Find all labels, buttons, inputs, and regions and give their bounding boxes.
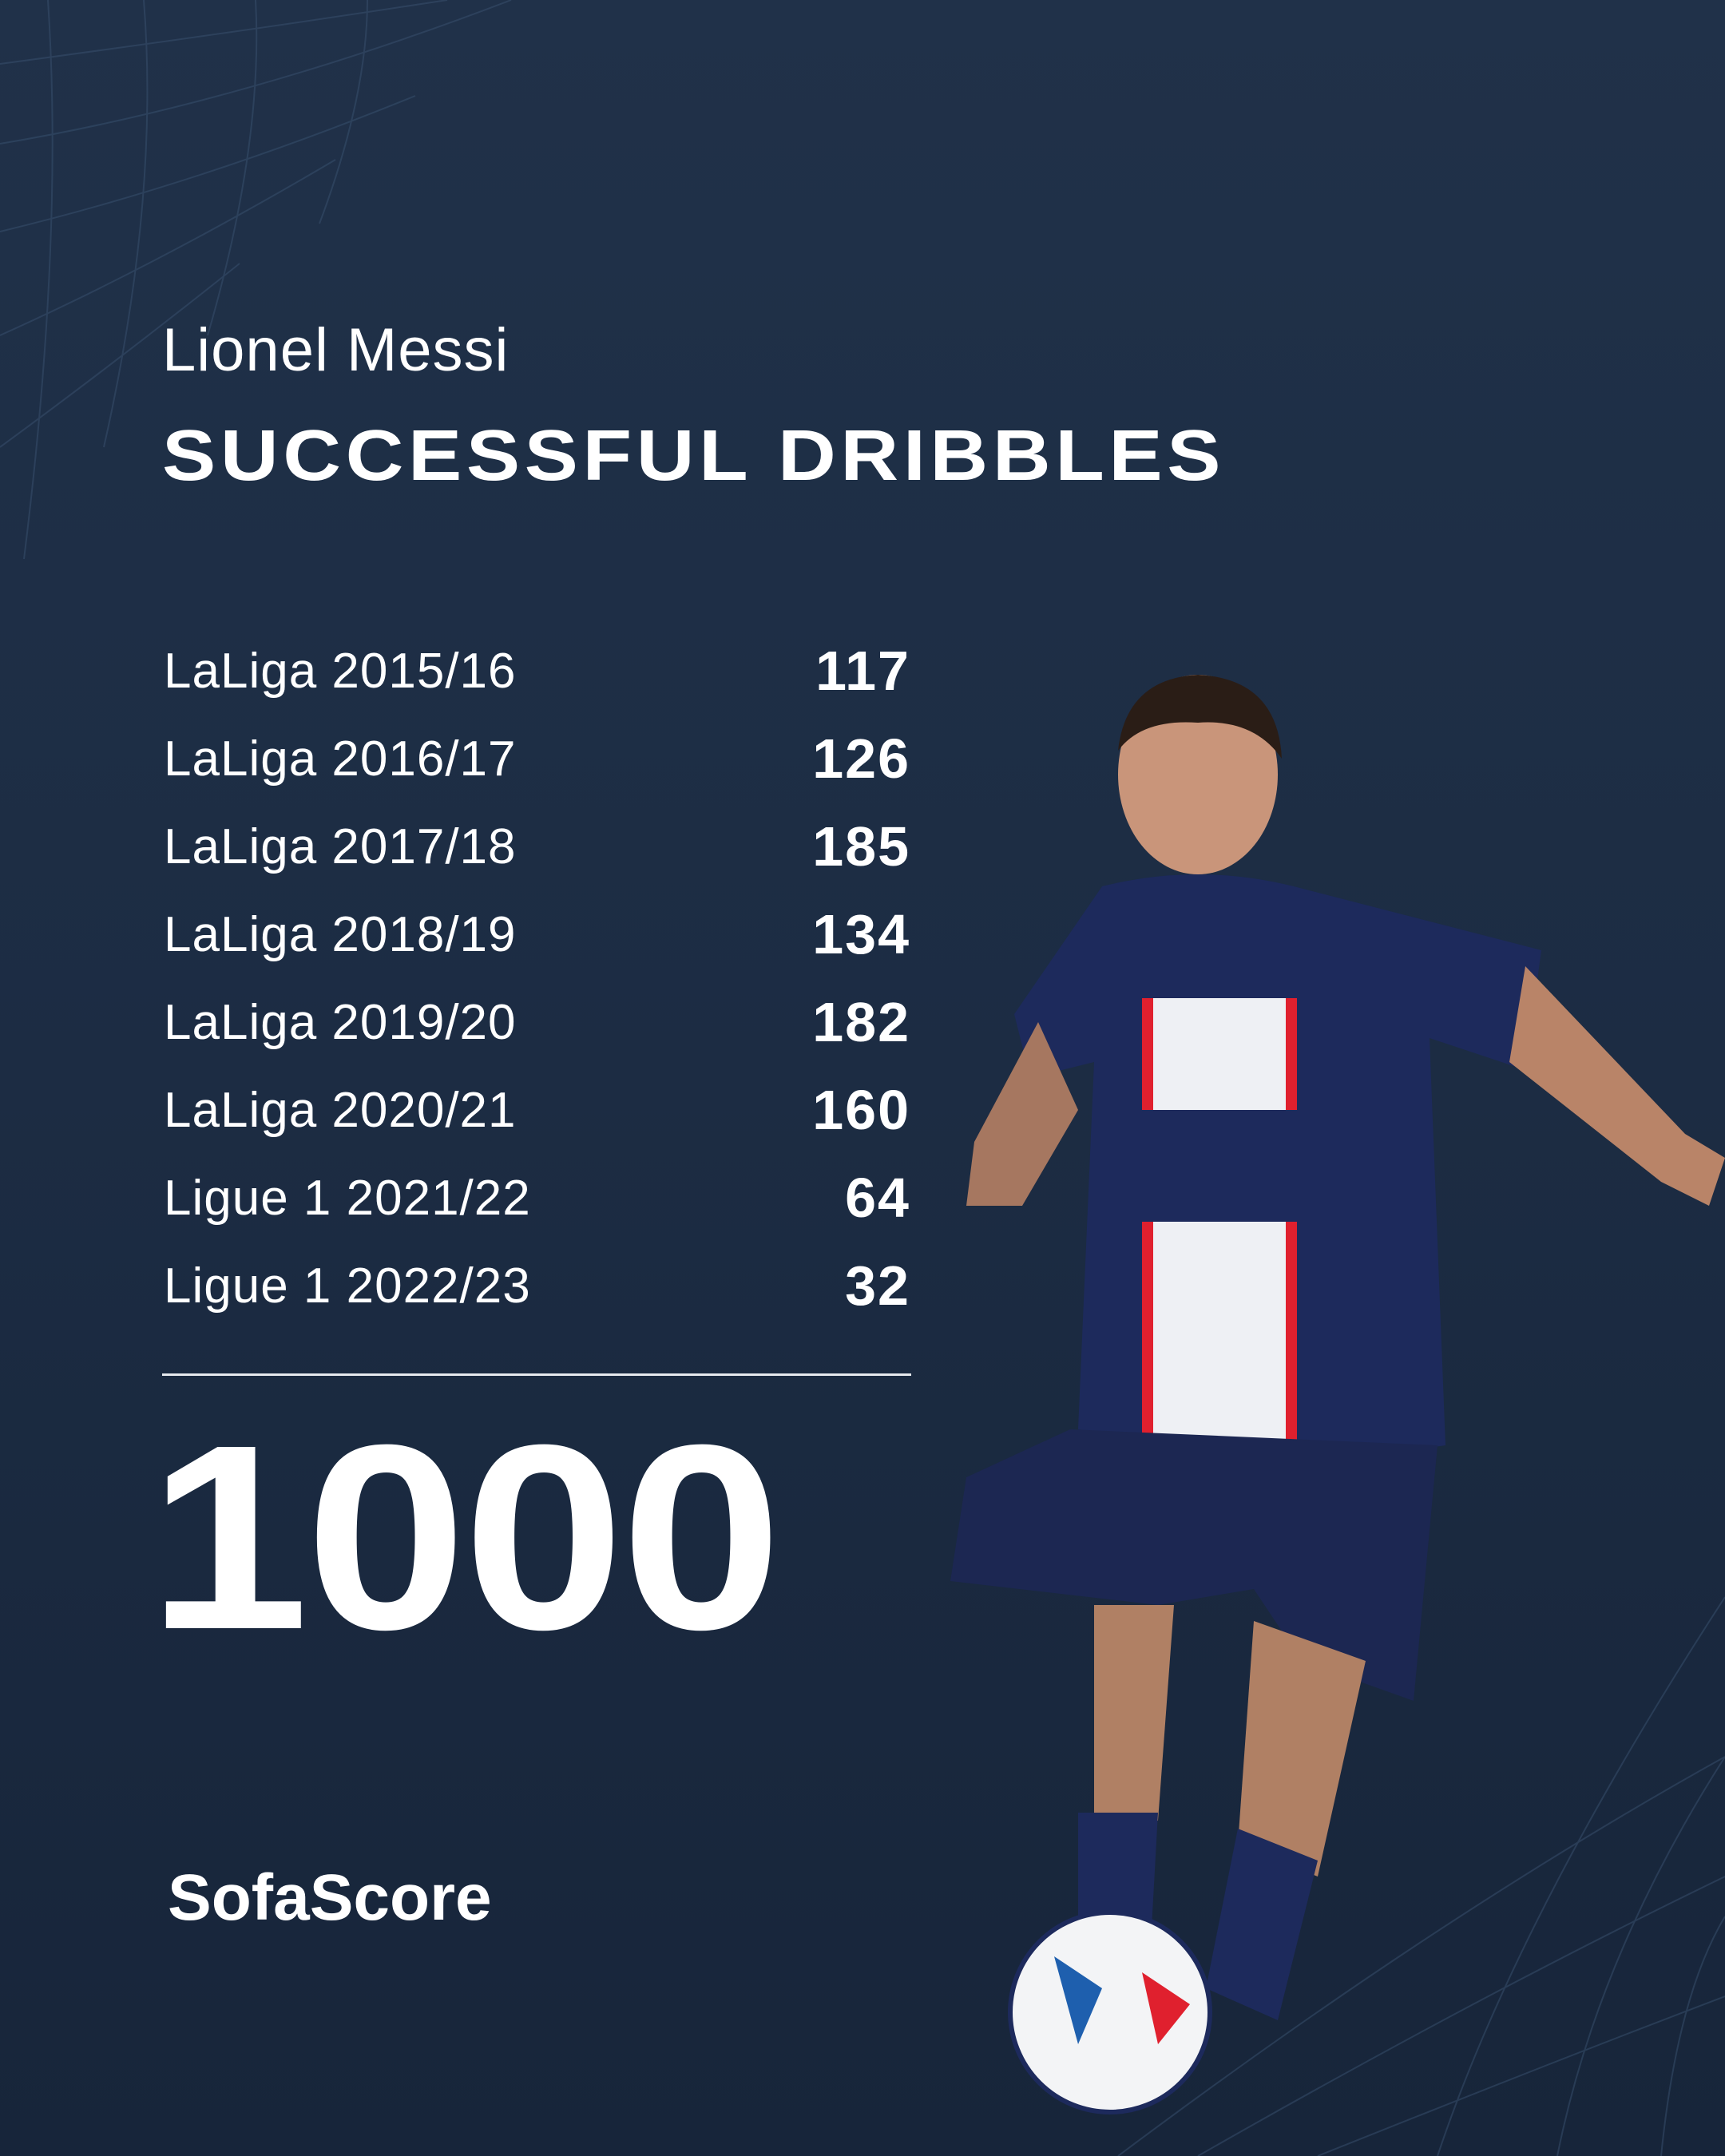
season-row: LaLiga 2018/19 134 [164,890,910,978]
season-label: Ligue 1 2021/22 [164,1170,531,1226]
season-value: 126 [812,727,910,790]
season-label: LaLiga 2017/18 [164,818,517,874]
season-value: 64 [845,1167,910,1229]
season-row: Ligue 1 2021/22 64 [164,1154,910,1242]
total-value: 1000 [148,1389,782,1684]
season-value: 134 [812,903,910,965]
season-row: LaLiga 2015/16 117 [164,627,910,715]
season-value: 182 [812,991,910,1053]
player-name: Lionel Messi [162,316,510,384]
season-row: LaLiga 2019/20 182 [164,978,910,1066]
season-value: 160 [812,1079,910,1141]
season-label: Ligue 1 2022/23 [164,1258,531,1314]
season-value: 32 [845,1254,910,1317]
stat-title: SUCCESSFUL DRIBBLES [162,416,1226,496]
season-value: 117 [815,640,910,702]
season-label: LaLiga 2019/20 [164,994,517,1050]
season-label: LaLiga 2020/21 [164,1082,517,1138]
season-label: LaLiga 2016/17 [164,731,517,787]
season-row: Ligue 1 2022/23 32 [164,1242,910,1330]
season-row: LaLiga 2016/17 126 [164,715,910,803]
sofascore-logo: SofaScore [168,1861,492,1934]
season-row: LaLiga 2017/18 185 [164,803,910,890]
season-stats-table: LaLiga 2015/16 117 LaLiga 2016/17 126 LaLi… [164,627,910,1330]
season-label: LaLiga 2018/19 [164,906,517,962]
season-value: 185 [812,815,910,878]
player-photo [950,675,1725,2114]
divider [162,1373,911,1376]
season-label: LaLiga 2015/16 [164,643,517,699]
season-row: LaLiga 2020/21 160 [164,1066,910,1154]
